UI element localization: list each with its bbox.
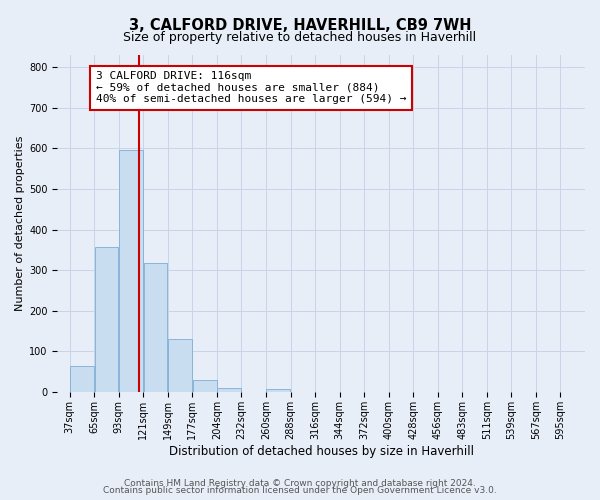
Text: 3, CALFORD DRIVE, HAVERHILL, CB9 7WH: 3, CALFORD DRIVE, HAVERHILL, CB9 7WH — [129, 18, 471, 32]
Text: Contains HM Land Registry data © Crown copyright and database right 2024.: Contains HM Land Registry data © Crown c… — [124, 478, 476, 488]
Bar — [266, 388, 290, 392]
Text: Size of property relative to detached houses in Haverhill: Size of property relative to detached ho… — [124, 32, 476, 44]
Bar — [119, 150, 143, 392]
Bar — [70, 366, 94, 392]
Text: 3 CALFORD DRIVE: 116sqm
← 59% of detached houses are smaller (884)
40% of semi-d: 3 CALFORD DRIVE: 116sqm ← 59% of detache… — [96, 71, 406, 104]
Bar — [168, 339, 192, 392]
X-axis label: Distribution of detached houses by size in Haverhill: Distribution of detached houses by size … — [169, 444, 473, 458]
Bar — [95, 247, 118, 392]
Bar — [217, 388, 241, 392]
Bar — [143, 263, 167, 392]
Bar — [193, 380, 217, 392]
Y-axis label: Number of detached properties: Number of detached properties — [15, 136, 25, 311]
Text: Contains public sector information licensed under the Open Government Licence v3: Contains public sector information licen… — [103, 486, 497, 495]
